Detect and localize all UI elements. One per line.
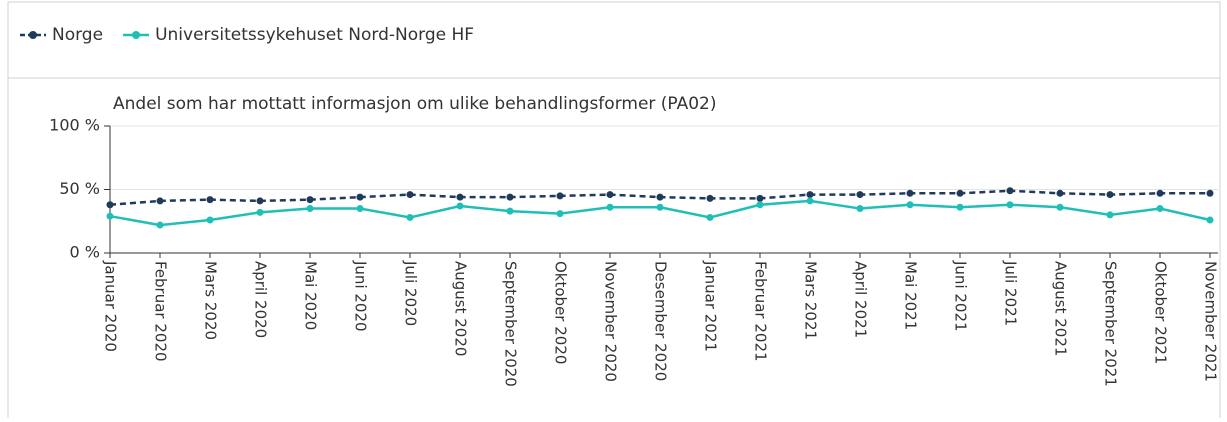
point bbox=[306, 196, 314, 204]
x-tick-label: November 2021 bbox=[1202, 261, 1220, 382]
point bbox=[1156, 189, 1164, 197]
point bbox=[156, 197, 164, 205]
point bbox=[456, 193, 464, 201]
point bbox=[706, 213, 714, 221]
point bbox=[356, 205, 364, 213]
point bbox=[756, 201, 764, 209]
y-tick-label: 100 % bbox=[49, 116, 100, 135]
point bbox=[306, 205, 314, 213]
point bbox=[206, 196, 214, 204]
x-tick-label: Juli 2021 bbox=[1002, 260, 1020, 326]
legend-marker bbox=[29, 31, 37, 39]
x-tick-label: November 2020 bbox=[602, 261, 620, 382]
point bbox=[356, 193, 364, 201]
point bbox=[406, 191, 414, 199]
x-tick-label: Februar 2020 bbox=[152, 261, 170, 362]
legend-label: Universitetssykehuset Nord-Norge HF bbox=[155, 25, 474, 45]
x-tick-label: September 2020 bbox=[502, 261, 520, 387]
plot-frame bbox=[7, 77, 1221, 422]
x-tick-label: Mai 2021 bbox=[902, 261, 920, 330]
chart-title: Andel som har mottatt informasjon om uli… bbox=[113, 94, 716, 114]
x-tick-label: Desember 2020 bbox=[652, 261, 670, 381]
point bbox=[406, 213, 414, 221]
x-tick-label: Mai 2020 bbox=[302, 261, 320, 330]
point bbox=[556, 210, 564, 218]
point bbox=[856, 205, 864, 213]
point bbox=[1006, 201, 1014, 209]
x-tick-label: Juli 2020 bbox=[402, 260, 420, 326]
x-tick-label: August 2021 bbox=[1052, 261, 1070, 356]
point bbox=[906, 201, 914, 209]
point bbox=[106, 201, 114, 209]
point bbox=[1056, 203, 1064, 211]
x-tick-label: August 2020 bbox=[452, 261, 470, 356]
x-tick-label: Oktober 2020 bbox=[552, 261, 570, 364]
point bbox=[606, 203, 614, 211]
x-tick-label: April 2020 bbox=[252, 261, 270, 338]
x-tick-label: September 2021 bbox=[1102, 261, 1120, 387]
legend-marker bbox=[132, 31, 141, 39]
point bbox=[1206, 216, 1214, 224]
y-tick-label: 50 % bbox=[59, 179, 100, 198]
point bbox=[506, 193, 514, 201]
point bbox=[1206, 189, 1214, 197]
point bbox=[706, 194, 714, 202]
point bbox=[956, 189, 964, 197]
point bbox=[856, 191, 864, 199]
point bbox=[556, 192, 564, 200]
point bbox=[1106, 211, 1114, 219]
legend: Norge Universitetssykehuset Nord-Norge HF bbox=[20, 25, 474, 45]
point bbox=[756, 194, 764, 202]
point bbox=[1056, 189, 1064, 197]
point bbox=[456, 202, 464, 210]
point bbox=[1106, 191, 1114, 199]
x-tick-label: Januar 2020 bbox=[102, 260, 120, 352]
point bbox=[656, 193, 664, 201]
x-tick-label: Oktober 2021 bbox=[1152, 261, 1170, 364]
point bbox=[1156, 205, 1164, 213]
point bbox=[106, 212, 114, 220]
x-tick-label: Mars 2021 bbox=[802, 261, 820, 340]
point bbox=[956, 203, 964, 211]
point bbox=[656, 203, 664, 211]
y-tick-label: 0 % bbox=[70, 243, 100, 262]
x-tick-label: Juni 2021 bbox=[952, 260, 970, 332]
x-tick-label: Juni 2020 bbox=[352, 260, 370, 332]
point bbox=[906, 189, 914, 197]
point bbox=[606, 191, 614, 199]
legend-label: Norge bbox=[52, 25, 103, 45]
x-tick-label: Mars 2020 bbox=[202, 261, 220, 340]
point bbox=[256, 208, 264, 216]
point bbox=[806, 197, 814, 205]
point bbox=[206, 216, 214, 224]
x-tick-label: Januar 2021 bbox=[702, 260, 720, 352]
x-tick-label: Februar 2021 bbox=[752, 261, 770, 362]
point bbox=[806, 191, 814, 199]
point bbox=[156, 221, 164, 229]
point bbox=[1006, 187, 1014, 195]
x-tick-label: April 2021 bbox=[852, 261, 870, 338]
point bbox=[256, 197, 264, 205]
point bbox=[506, 207, 514, 215]
